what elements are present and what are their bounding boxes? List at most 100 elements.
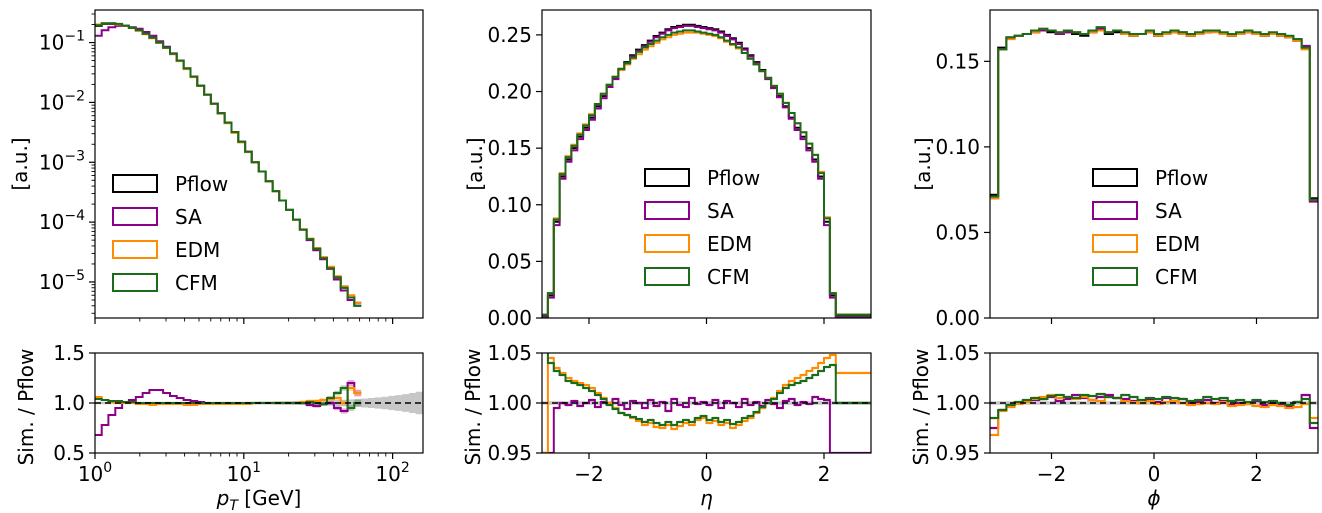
legend-label-pflow: Pflow xyxy=(175,172,228,196)
y-tick-label: 0.00 xyxy=(487,306,532,330)
legend-swatch-cfm xyxy=(1092,267,1138,286)
y-tick-label: 0.20 xyxy=(487,80,532,104)
x-tick-label: 0 xyxy=(700,462,713,486)
x-label-subscript: T xyxy=(229,498,239,513)
legend: Pflow SA EDM CFM xyxy=(644,166,760,289)
legend-swatch-edm xyxy=(1092,234,1138,253)
y-tick-label: 1.05 xyxy=(935,341,980,365)
ratio-line-sa xyxy=(95,382,362,436)
x-tick-label: 100 xyxy=(78,460,112,486)
ratio-line-sa xyxy=(542,396,871,453)
legend-label-sa: SA xyxy=(175,205,202,229)
legend-swatch-pflow xyxy=(1092,168,1138,187)
y-axis-label: [a.u.] xyxy=(8,137,32,190)
tick-base: 10 xyxy=(78,462,103,486)
y-tick-label: 0.5 xyxy=(53,441,85,465)
x-tick-label: −2 xyxy=(574,462,603,486)
x-axis-label: η xyxy=(700,486,713,510)
ratio-y-axis-label: Sim. / Pflow xyxy=(14,349,38,466)
main-panel-2: 0.00 0.05 0.10 0.15 0.20 0.25 [a.u.] Pflow SA EDM… xyxy=(463,9,872,330)
y-tick-label: 10−4 xyxy=(39,208,85,234)
legend-swatch-pflow xyxy=(112,174,158,193)
ratio-y-axis-label: Sim. / Pflow xyxy=(909,349,933,466)
y-tick-label: 0.10 xyxy=(935,135,980,159)
series-line-sa xyxy=(95,24,362,304)
tick-exponent: 1 xyxy=(252,460,261,476)
y-tick-label: 0.95 xyxy=(487,441,532,465)
tick-base: 10 xyxy=(227,462,252,486)
y-tick-label: 1.05 xyxy=(487,341,532,365)
series-line-cfm xyxy=(542,29,871,316)
y-tick-label: 10−3 xyxy=(39,148,85,174)
y-tick-label: 1.00 xyxy=(487,391,532,415)
tick-exponent: −5 xyxy=(64,268,85,284)
x-axis-label: pT [GeV] xyxy=(216,486,302,513)
legend-label-edm: EDM xyxy=(1155,232,1200,256)
x-tick-label: 101 xyxy=(227,460,261,486)
y-tick-label: 0.10 xyxy=(487,193,532,217)
x-tick-label: −2 xyxy=(1037,462,1066,486)
series-line-edm xyxy=(990,27,1318,201)
legend: Pflow SA EDM CFM xyxy=(1092,166,1208,289)
series-group xyxy=(95,22,362,307)
plot-frame xyxy=(94,9,424,319)
ratio-line-cfm xyxy=(546,353,871,426)
y-tick-label: 1.00 xyxy=(935,391,980,415)
series-line-edm xyxy=(95,22,362,304)
y-tick-label: 0.05 xyxy=(487,249,532,273)
tick-base: 10 xyxy=(39,31,64,55)
series-group xyxy=(95,380,423,436)
legend-swatch-cfm xyxy=(112,273,158,292)
y-axis-label: [a.u.] xyxy=(911,137,935,190)
tick-base: 10 xyxy=(39,270,64,294)
series-group xyxy=(542,23,871,318)
x-tick-label: 2 xyxy=(1250,462,1263,486)
legend-label-edm: EDM xyxy=(175,238,220,262)
legend-swatch-edm xyxy=(112,240,158,259)
series-line-cfm xyxy=(990,26,1318,201)
ratio-y-axis-label: Sim. / Pflow xyxy=(461,349,485,466)
legend-label-sa: SA xyxy=(1155,199,1182,223)
y-tick-label: 10−2 xyxy=(39,88,85,114)
y-tick-label: 1.0 xyxy=(53,391,85,415)
y-tick-label: 0.15 xyxy=(935,49,980,73)
series-line-sa xyxy=(990,27,1318,203)
legend-label-cfm: CFM xyxy=(1155,265,1198,289)
legend-swatch-edm xyxy=(644,234,690,253)
tick-exponent: −1 xyxy=(64,29,85,45)
main-panel-3: 0.00 0.05 0.10 0.15 [a.u.] Pflow SA EDM CFM xyxy=(911,9,1319,330)
series-group xyxy=(542,353,871,453)
series-line-cfm xyxy=(95,22,362,307)
legend-label-sa: SA xyxy=(707,199,734,223)
x-axis-label: ϕ xyxy=(1147,486,1160,510)
series-group xyxy=(990,26,1318,203)
ratio-line-cfm xyxy=(95,387,362,409)
legend-swatch-sa xyxy=(644,201,690,220)
legend-label-pflow: Pflow xyxy=(1155,166,1208,190)
tick-base: 10 xyxy=(39,210,64,234)
x-tick-label: 102 xyxy=(375,460,409,486)
y-tick-label: 0.05 xyxy=(935,220,980,244)
legend: Pflow SA EDM CFM xyxy=(112,172,228,295)
tick-base: 10 xyxy=(39,150,64,174)
legend-swatch-sa xyxy=(1092,201,1138,220)
tick-exponent: −2 xyxy=(64,88,85,104)
y-tick-label: 10−1 xyxy=(39,29,85,55)
y-tick-label: 10−5 xyxy=(39,268,85,294)
tick-exponent: −4 xyxy=(64,208,85,224)
legend-label-cfm: CFM xyxy=(175,271,218,295)
tick-exponent: 2 xyxy=(401,460,410,476)
legend-label-cfm: CFM xyxy=(707,265,750,289)
legend-swatch-cfm xyxy=(644,267,690,286)
y-axis-label: [a.u.] xyxy=(463,137,487,190)
legend-label-edm: EDM xyxy=(707,232,752,256)
x-label-unit: [GeV] xyxy=(238,486,301,510)
tick-exponent: 0 xyxy=(103,460,112,476)
series-line-pflow xyxy=(990,29,1318,200)
series-group xyxy=(990,392,1318,437)
legend-swatch-sa xyxy=(112,207,158,226)
x-tick-label: 2 xyxy=(818,462,831,486)
x-tick-label: 0 xyxy=(1148,462,1161,486)
